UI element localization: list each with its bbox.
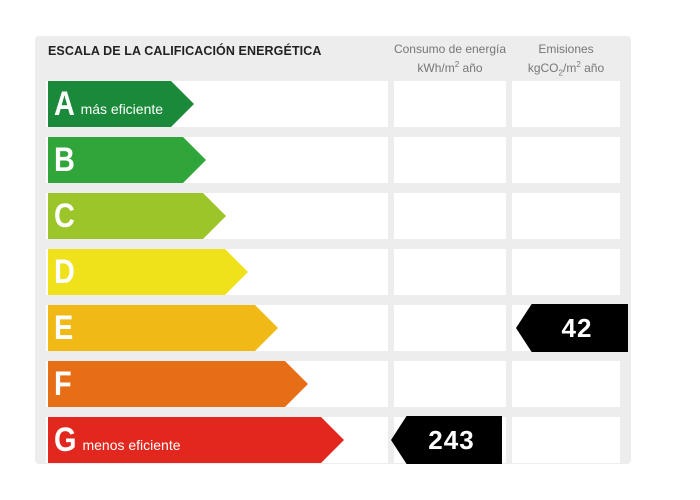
consumo-cell bbox=[394, 137, 506, 183]
emisiones-cell bbox=[512, 361, 620, 407]
rating-letter: C bbox=[54, 197, 75, 235]
rating-letter: D bbox=[54, 253, 75, 291]
consumo-cell bbox=[394, 249, 506, 295]
emisiones-cell bbox=[512, 193, 620, 239]
rating-letter: B bbox=[54, 141, 75, 179]
consumo-cell bbox=[394, 305, 506, 351]
scale-title: ESCALA DE LA CALIFICACIÓN ENERGÉTICA bbox=[48, 44, 322, 58]
consumo-cell bbox=[394, 81, 506, 127]
emisiones-cell bbox=[512, 249, 620, 295]
consumo-header-line1: Consumo de energía bbox=[393, 42, 507, 56]
emisiones-cell bbox=[512, 417, 620, 463]
consumo-header-line2: kWh/m2 año bbox=[417, 60, 483, 75]
rating-arrow-c: C bbox=[48, 193, 226, 239]
consumo-cell bbox=[394, 193, 506, 239]
emisiones-cell bbox=[512, 81, 620, 127]
rating-arrow-b: B bbox=[48, 137, 206, 183]
emisiones-header-line2: kgCO2/m2 año bbox=[527, 60, 605, 78]
rating-description: más eficiente bbox=[80, 101, 164, 117]
consumo-column-header: Consumo de energía kWh/m2 año bbox=[392, 41, 508, 76]
emisiones-cell bbox=[512, 137, 620, 183]
emisiones-column-header: Emisiones kgCO2/m2 año bbox=[512, 41, 620, 81]
emisiones-header-line1: Emisiones bbox=[538, 42, 594, 56]
consumo-value-marker: 243 bbox=[391, 416, 502, 464]
consumo-cell bbox=[394, 361, 506, 407]
emisiones-value-marker: 42 bbox=[516, 304, 628, 352]
rating-arrow-d: D bbox=[48, 249, 248, 295]
rating-letter: F bbox=[54, 365, 72, 403]
rating-letter: A bbox=[54, 85, 75, 123]
rating-arrow-f: F bbox=[48, 361, 308, 407]
rating-letter: E bbox=[54, 309, 74, 347]
rating-description: menos eficiente bbox=[82, 437, 181, 453]
rating-letter: G bbox=[54, 421, 77, 459]
rating-arrow-e: E bbox=[48, 305, 278, 351]
